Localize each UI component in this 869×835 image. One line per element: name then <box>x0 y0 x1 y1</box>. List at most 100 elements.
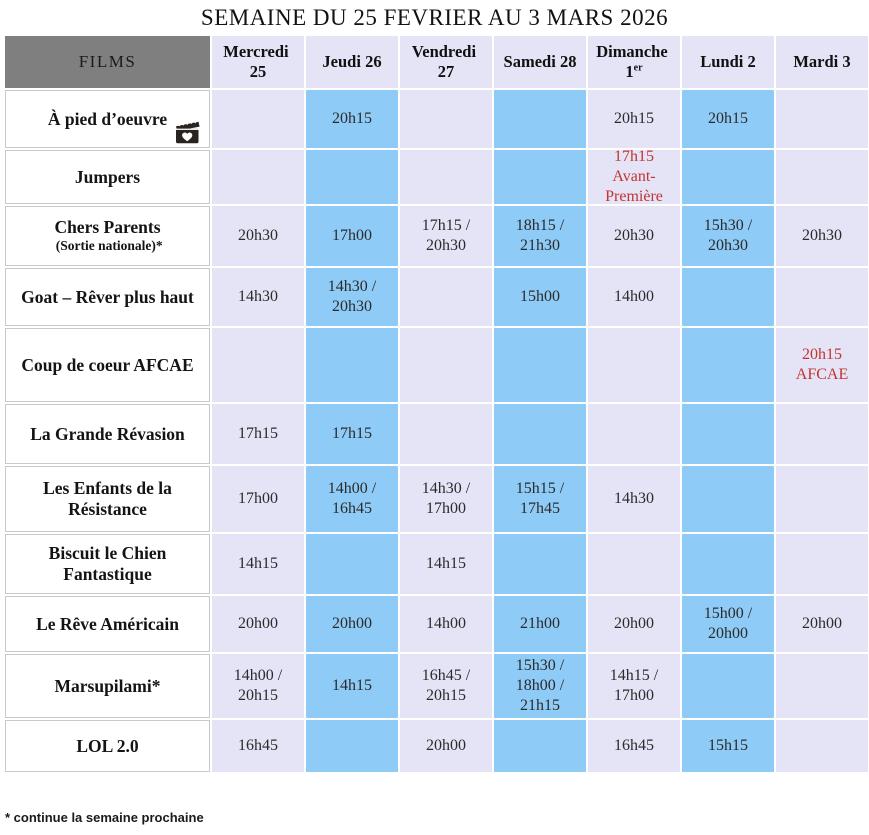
film-title: Chers Parents <box>54 217 161 238</box>
showtime-cell <box>306 534 398 594</box>
showtime-cell: 20h15 <box>682 90 774 148</box>
film-title: Jumpers <box>74 166 141 187</box>
showtime-cell: 14h15 <box>212 534 304 594</box>
showtime-cell: 14h30 <box>588 466 680 532</box>
day-name: Mardi <box>793 52 843 72</box>
film-name-cell: Jumpers <box>5 150 210 204</box>
day-number: 26 <box>365 52 382 72</box>
showtime-cell: 20h00 <box>212 596 304 652</box>
showtime-cell: 20h00 <box>400 720 492 772</box>
day-header-cell: Lundi 2 <box>682 36 774 88</box>
footnote: * continue la semaine prochaine <box>5 810 204 825</box>
day-name: Jeudi <box>322 52 366 72</box>
film-name-cell: LOL 2.0 <box>5 720 210 772</box>
film-title: Le Rêve Américain <box>36 613 179 634</box>
showtime-cell: 14h15 <box>306 654 398 718</box>
page-title: SEMAINE DU 25 FEVRIER AU 3 MARS 2026 <box>200 5 669 30</box>
showtime-cell <box>400 90 492 148</box>
showtime-cell <box>306 720 398 772</box>
film-title: LOL 2.0 <box>76 735 139 756</box>
day-header-cell: Mardi 3 <box>776 36 868 88</box>
day-number: 3 <box>842 52 851 72</box>
showtime-cell <box>682 328 774 402</box>
day-name: Mercredi <box>223 42 293 62</box>
film-title: À pied d’oeuvre <box>47 108 168 129</box>
day-header-cell: Dimanche 1er <box>588 36 680 88</box>
showtime-cell: 20h30 <box>588 206 680 266</box>
showtime-cell: 20h00 <box>306 596 398 652</box>
day-name: Lundi <box>700 52 748 72</box>
showtime-cell <box>776 268 868 326</box>
film-name-cell: Coup de coeur AFCAE <box>5 328 210 402</box>
film-title-note: (Sortie nationale)* <box>52 238 163 254</box>
showtime-cell <box>682 404 774 464</box>
day-number: 2 <box>747 52 756 72</box>
showtime-cell: 16h45 / 20h15 <box>400 654 492 718</box>
showtime-cell: 20h00 <box>776 596 868 652</box>
showtime-cell: 18h15 / 21h30 <box>494 206 586 266</box>
showtime-cell: 14h00 / 16h45 <box>306 466 398 532</box>
day-name: Vendredi <box>411 42 481 62</box>
showtime-cell: 20h15 AFCAE <box>776 328 868 402</box>
showtime-cell: 14h00 <box>588 268 680 326</box>
showtime-cell: 20h30 <box>776 206 868 266</box>
showtime-cell <box>494 90 586 148</box>
showtime-cell: 15h30 / 20h30 <box>682 206 774 266</box>
day-header-cell: Mercredi 25 <box>212 36 304 88</box>
showtime-cell <box>776 534 868 594</box>
showtime-cell: 17h00 <box>212 466 304 532</box>
day-name: Dimanche <box>596 42 672 62</box>
film-name-cell: Le Rêve Américain <box>5 596 210 652</box>
showtime-cell <box>306 328 398 402</box>
showtime-cell: 15h30 / 18h00 / 21h15 <box>494 654 586 718</box>
showtime-cell: 21h00 <box>494 596 586 652</box>
showtime-cell: 20h15 <box>306 90 398 148</box>
showtime-cell: 17h15 <box>306 404 398 464</box>
showtime-cell: 20h30 <box>212 206 304 266</box>
showtime-cell <box>588 404 680 464</box>
day-header-cell: Jeudi 26 <box>306 36 398 88</box>
film-name-cell: Marsupilami* <box>5 654 210 718</box>
showtime-cell <box>494 534 586 594</box>
showtime-cell: 16h45 <box>588 720 680 772</box>
showtime-cell: 15h00 / 20h00 <box>682 596 774 652</box>
day-number: 1er <box>625 62 643 81</box>
showtime-cell <box>776 404 868 464</box>
showtime-cell <box>400 268 492 326</box>
showtime-cell <box>494 404 586 464</box>
showtime-cell <box>400 404 492 464</box>
showtime-cell: 15h15 / 17h45 <box>494 466 586 532</box>
showtime-cell <box>494 150 586 204</box>
day-number: 28 <box>559 52 577 72</box>
film-name-cell: Les Enfants de la Résistance <box>5 466 210 532</box>
showtime-cell <box>400 150 492 204</box>
showtime-cell <box>682 268 774 326</box>
film-title: La Grande Révasion <box>30 423 185 444</box>
showtime-cell: 14h30 / 20h30 <box>306 268 398 326</box>
day-name: Samedi <box>503 52 560 72</box>
showtime-cell <box>776 150 868 204</box>
day-number: 25 <box>249 62 267 81</box>
showtime-cell: 20h15 <box>588 90 680 148</box>
film-title: Les Enfants de la Résistance <box>43 478 172 519</box>
showtime-cell <box>212 90 304 148</box>
schedule-table: FILMS Mercredi 25 Jeudi 26 Vendredi 27 Samed… <box>5 36 868 772</box>
showtime-cell <box>776 90 868 148</box>
film-title: Marsupilami* <box>54 675 161 696</box>
showtime-cell: 15h15 <box>682 720 774 772</box>
film-name-cell: Goat – Rêver plus haut <box>5 268 210 326</box>
showtime-cell: 14h00 / 20h15 <box>212 654 304 718</box>
showtime-cell: 14h15 <box>400 534 492 594</box>
showtime-cell: 14h00 <box>400 596 492 652</box>
showtime-cell <box>494 720 586 772</box>
film-name-cell: La Grande Révasion <box>5 404 210 464</box>
showtime-cell <box>776 654 868 718</box>
showtime-cell <box>400 328 492 402</box>
showtime-cell <box>588 328 680 402</box>
showtime-cell: 14h30 / 17h00 <box>400 466 492 532</box>
film-title: Biscuit le Chien Fantastique <box>48 543 167 584</box>
showtime-cell: 17h15 / 20h30 <box>400 206 492 266</box>
showtime-cell <box>588 534 680 594</box>
showtime-cell: 17h15 <box>212 404 304 464</box>
showtime-cell: 16h45 <box>212 720 304 772</box>
